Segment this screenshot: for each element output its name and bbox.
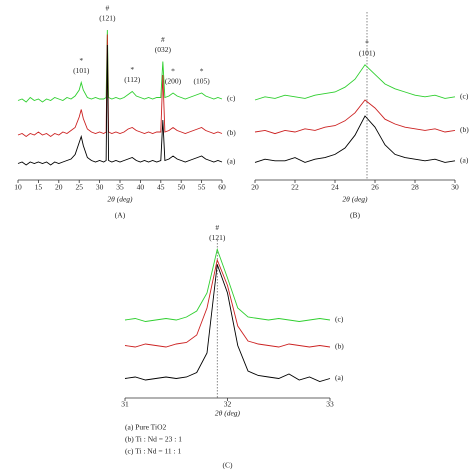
x-tick-label: 35 (116, 183, 124, 192)
series-line (17, 29, 223, 103)
legend-note: (c) Ti : Nd = 11 : 1 (125, 447, 182, 456)
annotation-marker: * (365, 39, 369, 48)
x-tick-label: 50 (177, 183, 185, 192)
x-tick-label: 30 (451, 183, 459, 192)
series-line (124, 258, 331, 348)
series-label: (a) (335, 373, 344, 382)
series-line (254, 115, 456, 163)
annotation-marker: # (215, 223, 219, 232)
annotation-label: (112) (124, 75, 140, 84)
legend-note: (a) Pure TiO2 (125, 423, 167, 432)
x-tick-label: 32 (224, 400, 232, 409)
annotation-label: (121) (99, 14, 116, 23)
series-label: (c) (335, 315, 344, 324)
series-line (254, 64, 456, 101)
annotation-label: (121) (209, 233, 226, 242)
series-line (124, 264, 331, 382)
legend-note: (b) Ti : Nd = 23 : 1 (125, 435, 182, 444)
x-tick-label: 20 (55, 183, 63, 192)
series-label: (b) (460, 125, 469, 134)
annotation-marker: * (130, 65, 134, 74)
panel-label: (A) (115, 211, 126, 220)
x-tick-label: 60 (218, 183, 226, 192)
x-tick-label: 22 (291, 183, 299, 192)
series-label: (a) (460, 156, 469, 165)
series-label: (b) (227, 128, 236, 137)
x-tick-label: 31 (121, 400, 129, 409)
annotation-marker: * (171, 67, 175, 76)
series-line (254, 99, 456, 135)
annotation-label: (032) (155, 45, 172, 54)
series-label: (c) (227, 94, 236, 103)
annotation-marker: # (161, 35, 165, 44)
x-tick-label: 45 (157, 183, 165, 192)
x-tick-label: 26 (371, 183, 379, 192)
annotation-marker: * (200, 67, 204, 76)
annotation-label: (101) (73, 66, 90, 75)
series-line (124, 247, 331, 322)
series-line (17, 34, 223, 138)
annotation-marker: * (79, 56, 83, 65)
annotation-label: (101) (359, 49, 376, 58)
x-tick-label: 15 (35, 183, 43, 192)
x-axis-label: 2θ (deg) (215, 409, 241, 418)
x-axis-label: 2θ (deg) (342, 195, 368, 204)
x-tick-label: 40 (137, 183, 145, 192)
annotation-marker: # (105, 4, 109, 13)
x-tick-label: 10 (14, 183, 22, 192)
series-label: (a) (227, 157, 236, 166)
panel-label: (C) (223, 461, 234, 470)
series-label: (b) (335, 342, 344, 351)
x-tick-label: 20 (251, 183, 259, 192)
x-tick-label: 55 (198, 183, 206, 192)
annotation-label: (200) (165, 77, 182, 86)
x-tick-label: 33 (326, 400, 334, 409)
series-label: (c) (460, 92, 469, 101)
annotation-label: (105) (193, 77, 210, 86)
x-axis-label: 2θ (deg) (107, 195, 133, 204)
x-tick-label: 30 (96, 183, 104, 192)
x-tick-label: 24 (331, 183, 339, 192)
x-tick-label: 28 (411, 183, 419, 192)
panel-label: (B) (350, 211, 361, 220)
series-line (17, 44, 223, 166)
x-tick-label: 25 (75, 183, 83, 192)
